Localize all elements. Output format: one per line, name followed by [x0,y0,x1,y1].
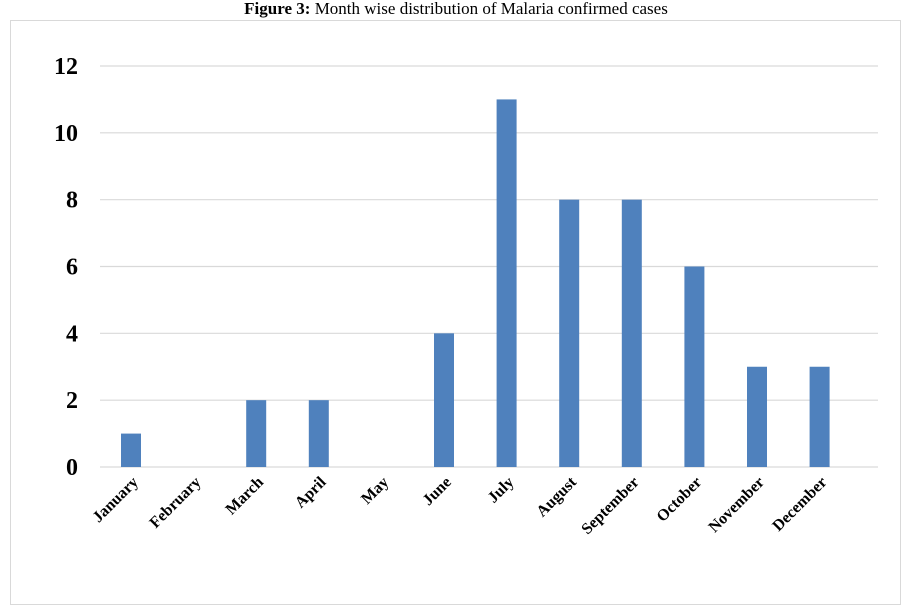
x-tick-label-june: June [420,474,455,509]
x-tick-label-january: January [90,474,142,526]
figure-caption-text: Month wise distribution of Malaria confi… [314,0,668,18]
y-tick-label: 12 [54,54,78,80]
y-tick-label: 0 [66,455,78,481]
x-tick-label-december: December [769,474,830,535]
x-tick-label-march: March [223,474,268,519]
y-tick-label: 10 [54,121,78,147]
x-tick-label-november: November [706,474,768,536]
x-tick-label-september: September [578,474,642,538]
x-axis-ticks: January February March April May June July Augu… [90,473,831,538]
bar-august [559,199,580,467]
bar-october [684,266,705,467]
x-tick-label-february: February [147,474,205,532]
bar-january [121,433,141,467]
bar-september [621,199,642,467]
y-tick-label: 8 [66,188,78,214]
x-tick-label-may: May [358,474,392,508]
figure-caption: Figure 3: Month wise distribution of Mal… [0,0,912,20]
x-tick-label-april: April [292,473,330,511]
figure-caption-prefix: Figure 3: [244,0,311,18]
bar-november [747,366,767,467]
bar-april [308,400,329,467]
x-tick-label-october: October [654,474,706,526]
bar-june [434,333,454,467]
chart-frame [10,20,901,605]
bar-december [809,366,830,467]
y-tick-label: 6 [66,255,78,281]
bar-july [496,99,517,468]
y-tick-label: 2 [66,388,78,414]
bars [121,99,830,468]
bar-march [246,400,267,467]
x-tick-label-august: August [533,473,580,520]
x-tick-label-july: July [485,474,518,507]
y-axis-ticks: 0 2 4 6 8 10 12 [54,54,78,481]
y-tick-label: 4 [66,321,78,347]
